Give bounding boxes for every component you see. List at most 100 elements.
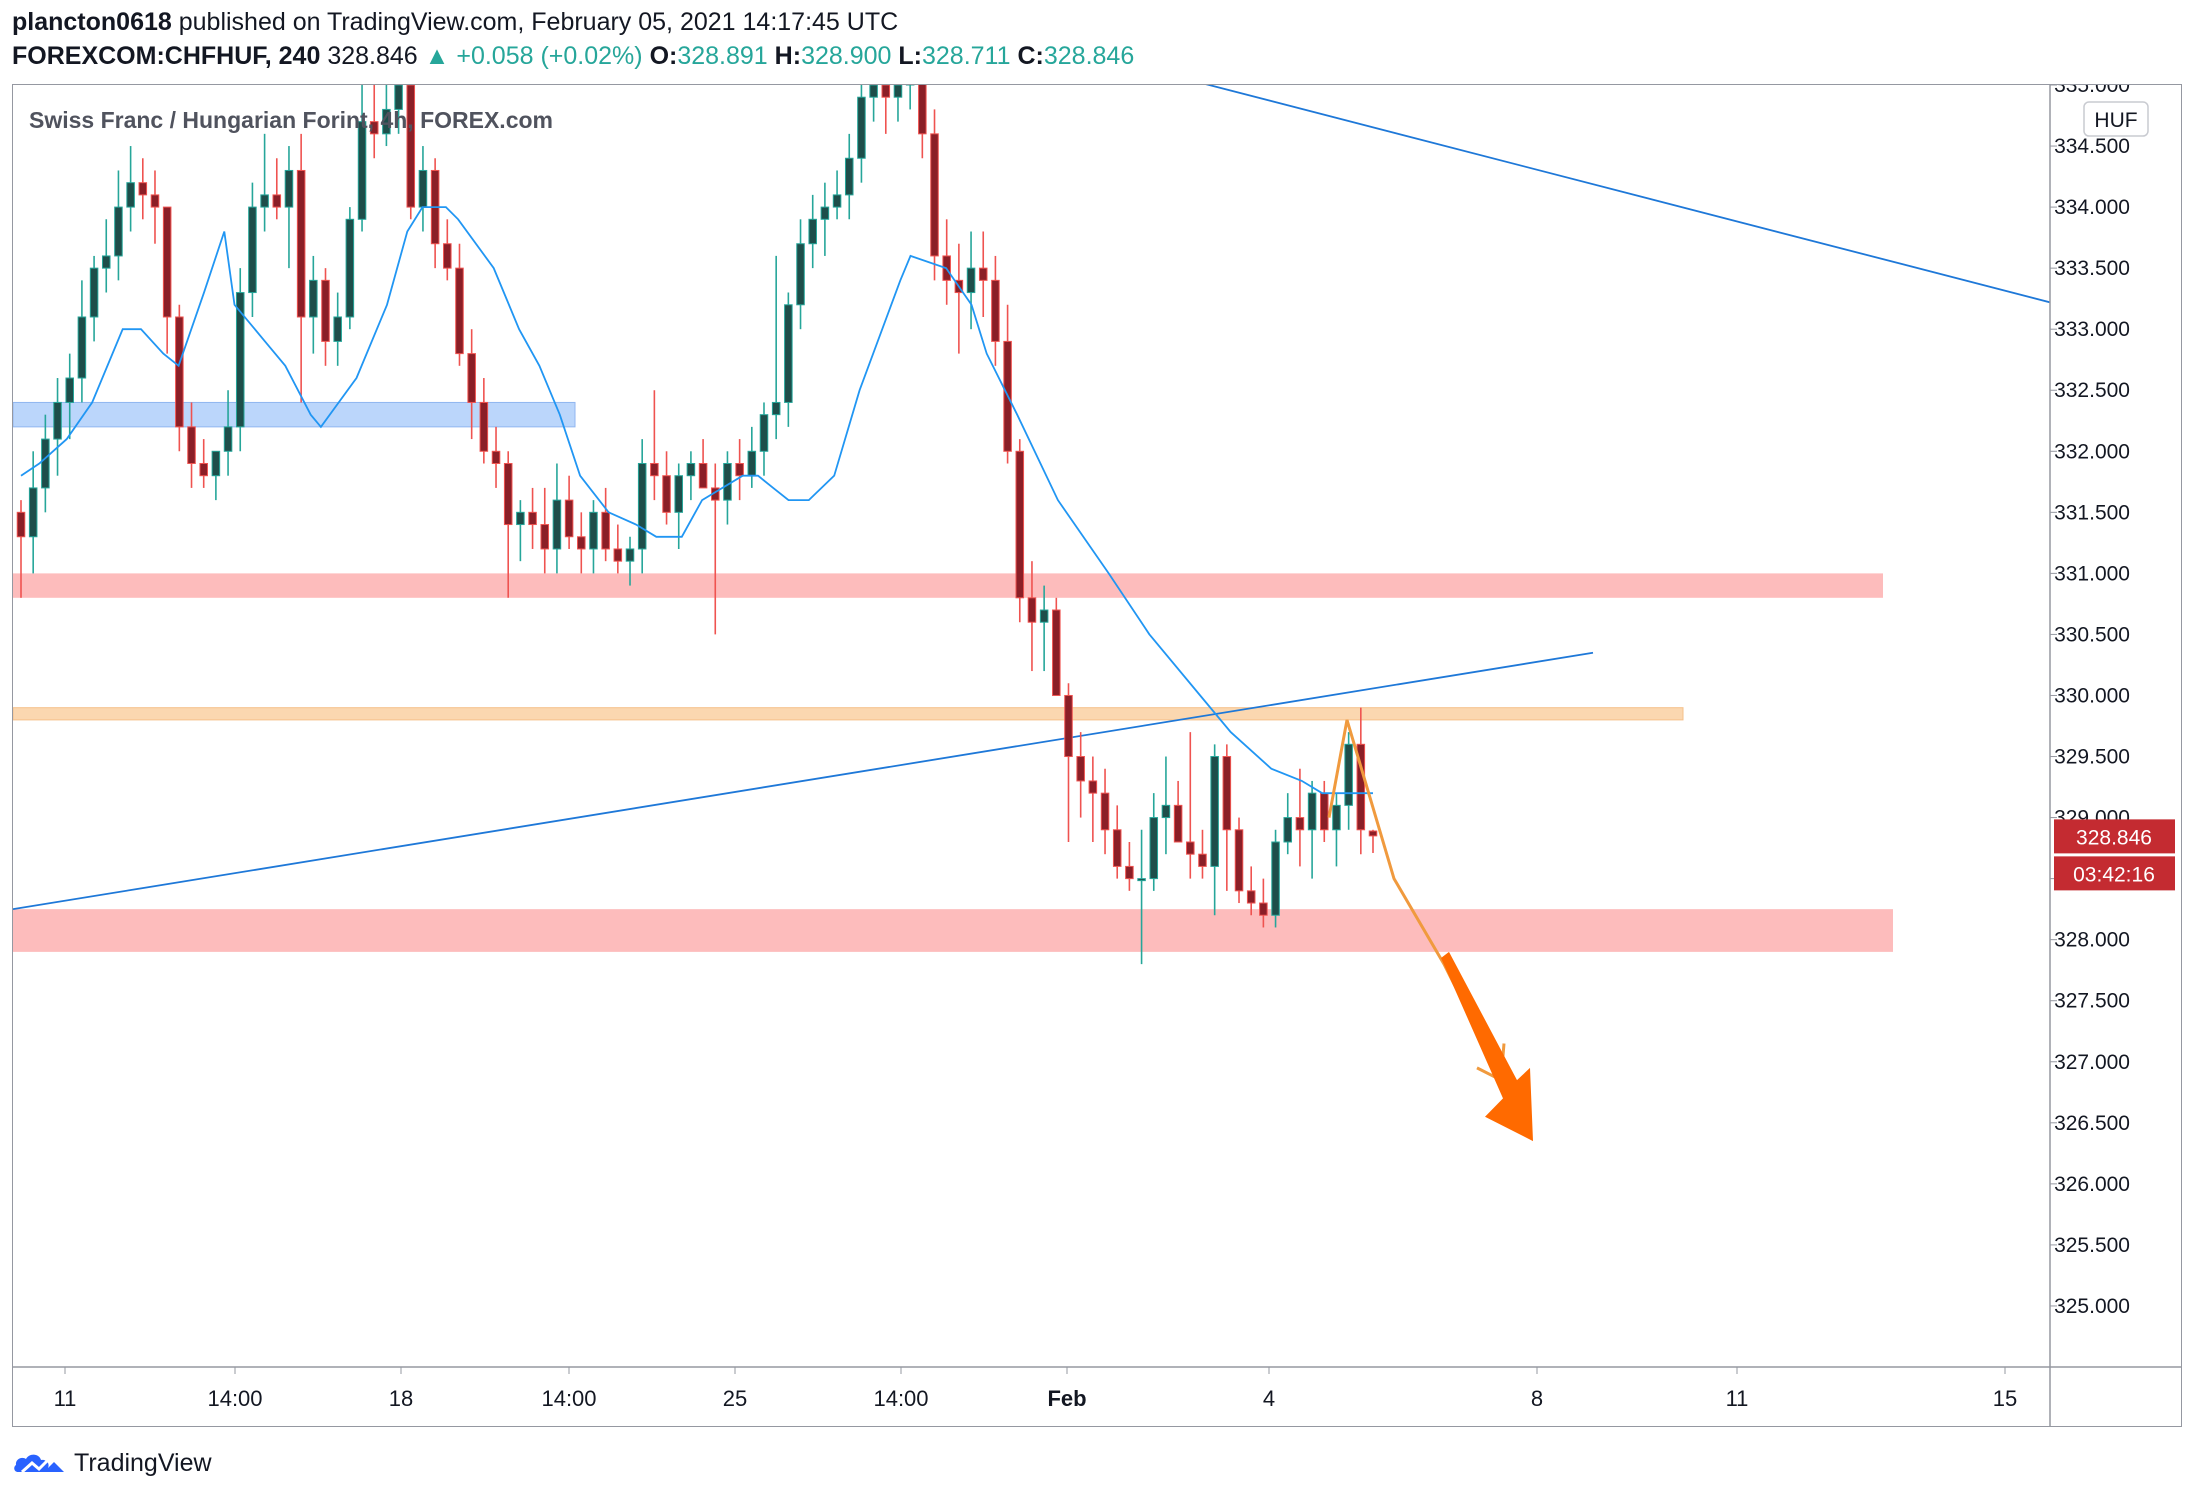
candle [16,500,26,598]
candle [357,85,367,232]
open-value: 328.891 [677,42,768,70]
tradingview-footer[interactable]: TradingView [12,1443,212,1483]
zone-orange-band[interactable] [13,707,1684,721]
candle [796,219,805,330]
price-tick-label: 326.500 [2054,1112,2130,1135]
price-tick-label: 327.500 [2054,990,2130,1013]
candle-body [625,548,635,562]
zone-support-blue[interactable] [13,401,576,428]
candle-body [589,511,598,550]
candle-body [418,169,428,208]
candle [930,109,939,281]
candle-body [467,353,476,403]
candle-body [162,206,172,318]
candle [1112,805,1122,879]
candle-body [991,279,1000,342]
countdown-tag [2054,856,2175,891]
rising-trend-line[interactable] [13,651,1594,911]
candle-body [296,169,306,318]
candle [1173,780,1183,843]
tradingview-brand: TradingView [74,1448,212,1477]
candle-body [101,255,111,269]
candle-body [1271,841,1280,916]
zone-support-red[interactable] [13,909,1893,952]
candle-body [698,462,708,489]
candle-body [1295,817,1305,831]
candle-body [199,462,208,477]
candle-body [1344,743,1353,806]
candle [540,487,550,574]
price-tick-label: 329.500 [2054,746,2130,769]
time-tick-label: 11 [1726,1386,1749,1411]
candle [528,487,537,549]
currency-badge[interactable]: HUF [2083,101,2149,137]
moving-average-line[interactable] [20,206,1373,795]
candle [589,500,598,574]
candle [1149,793,1159,891]
price-tick-label: 332.500 [2054,379,2130,402]
candle [844,133,854,220]
candle-body [564,499,574,538]
price-chart[interactable]: 325.000 325.500 326.000 326.500 327.000 327.5… [13,74,2181,1426]
candle [1088,756,1098,842]
candle [771,255,781,440]
candle-body [1173,804,1183,843]
candle-body [272,194,282,208]
price-tick-label: 325.500 [2054,1234,2130,1257]
last-price-tag-label: 328.846 [2076,826,2152,849]
candle [918,85,927,159]
candle-body [893,85,903,98]
close-value: 328.846 [1043,42,1135,70]
candle [1210,744,1219,916]
price-tick-label: 333.500 [2054,257,2130,280]
candle-body [1039,609,1049,623]
candle [601,487,610,562]
candle-body [1112,829,1122,867]
price-tick-label: 327.000 [2054,1051,2130,1074]
candle-body [89,267,99,318]
candle [53,378,62,476]
price-tick-label: 333.000 [2054,318,2130,341]
candle [1356,707,1366,855]
candle [698,439,708,489]
candle [382,85,391,147]
candle [150,170,160,244]
candle-body [126,182,135,208]
candle [199,439,208,488]
candle-body [869,85,878,98]
price-tick-label: 334.000 [2054,196,2130,219]
price-tick-label: 325.000 [2054,1295,2130,1318]
candle-body [1259,902,1268,916]
candle [126,146,135,232]
candle [394,85,403,134]
candle [674,463,684,549]
price-tick-label: 335.000 [2054,85,2130,97]
candle-body [284,169,294,208]
candle-body [601,511,610,550]
zone-resistance-red[interactable] [13,573,1883,598]
candle [333,292,342,366]
candle [759,402,769,476]
low-value: 328.711 [922,42,1011,70]
time-tick-label: 4 [1263,1386,1275,1411]
candle-body [747,450,757,477]
candle [564,475,574,549]
time-tick-label: 14:00 [541,1386,596,1411]
candle-body [138,182,148,196]
price-tick-label: 334.500 [2054,135,2130,158]
author-name[interactable]: plancton0618 [12,8,172,36]
candle-body [978,267,988,281]
candle-body [771,401,781,416]
close-label: C: [1017,42,1044,70]
candle-body [1137,878,1146,882]
candle [881,85,891,134]
falling-trend-line[interactable] [973,85,2050,304]
candle-body [966,267,976,294]
chart-container[interactable]: 325.000 325.500 326.000 326.500 327.000 327.5… [12,74,2182,1427]
candle [175,304,184,452]
target-arrow-icon[interactable] [1441,951,1533,1142]
candle [345,207,355,330]
candle [28,451,38,574]
candle-body [406,85,416,208]
price-tick-label: 332.000 [2054,440,2130,463]
